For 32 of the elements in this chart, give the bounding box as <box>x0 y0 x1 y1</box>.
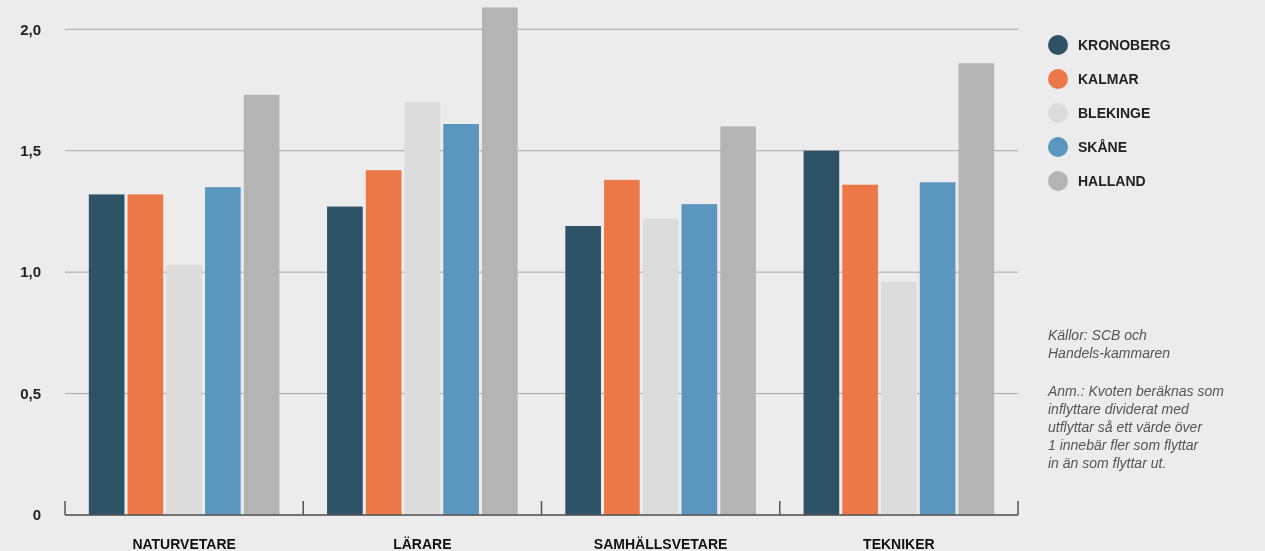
bar <box>166 264 202 515</box>
bar <box>443 124 479 515</box>
bar <box>565 226 601 515</box>
x-tick-label: SAMHÄLLSVETARE <box>593 536 728 551</box>
legend-label: HALLAND <box>1078 172 1146 189</box>
x-tick-label: NATURVETARE <box>132 536 236 551</box>
bar <box>881 281 917 515</box>
bar <box>842 184 878 515</box>
legend-label: KRONOBERG <box>1078 36 1171 53</box>
text: Anm.: Kvoten beräknas som inflyttare dividerat med utflyttar så ett värde över 1 innebär fler som flyttar in än som flyttar ut. <box>1047 383 1225 471</box>
legend-label: KALMAR <box>1078 70 1139 87</box>
bar <box>404 102 441 515</box>
bar <box>365 170 402 515</box>
bar <box>327 206 363 515</box>
legend-label: SKÅNE <box>1078 138 1128 155</box>
y-tick-label: 0,5 <box>20 384 41 402</box>
bar <box>205 187 241 515</box>
bar <box>127 194 164 515</box>
y-tick-label: 2,0 <box>20 20 41 38</box>
text: Källor: SCB och Handels-kammaren <box>1048 327 1171 361</box>
bar <box>604 179 640 515</box>
legend-label: BLEKINGE <box>1078 104 1151 121</box>
y-tick-label: 0 <box>32 506 41 524</box>
bar <box>88 194 125 515</box>
y-tick-label: 1,5 <box>20 141 41 159</box>
bar <box>803 150 840 515</box>
bar <box>919 182 956 515</box>
y-tick-label: 1,0 <box>20 263 41 281</box>
bar <box>681 204 718 515</box>
bar <box>642 218 679 515</box>
x-tick-label: LÄRARE <box>393 536 452 551</box>
x-tick-label: TEKNIKER <box>863 536 935 551</box>
